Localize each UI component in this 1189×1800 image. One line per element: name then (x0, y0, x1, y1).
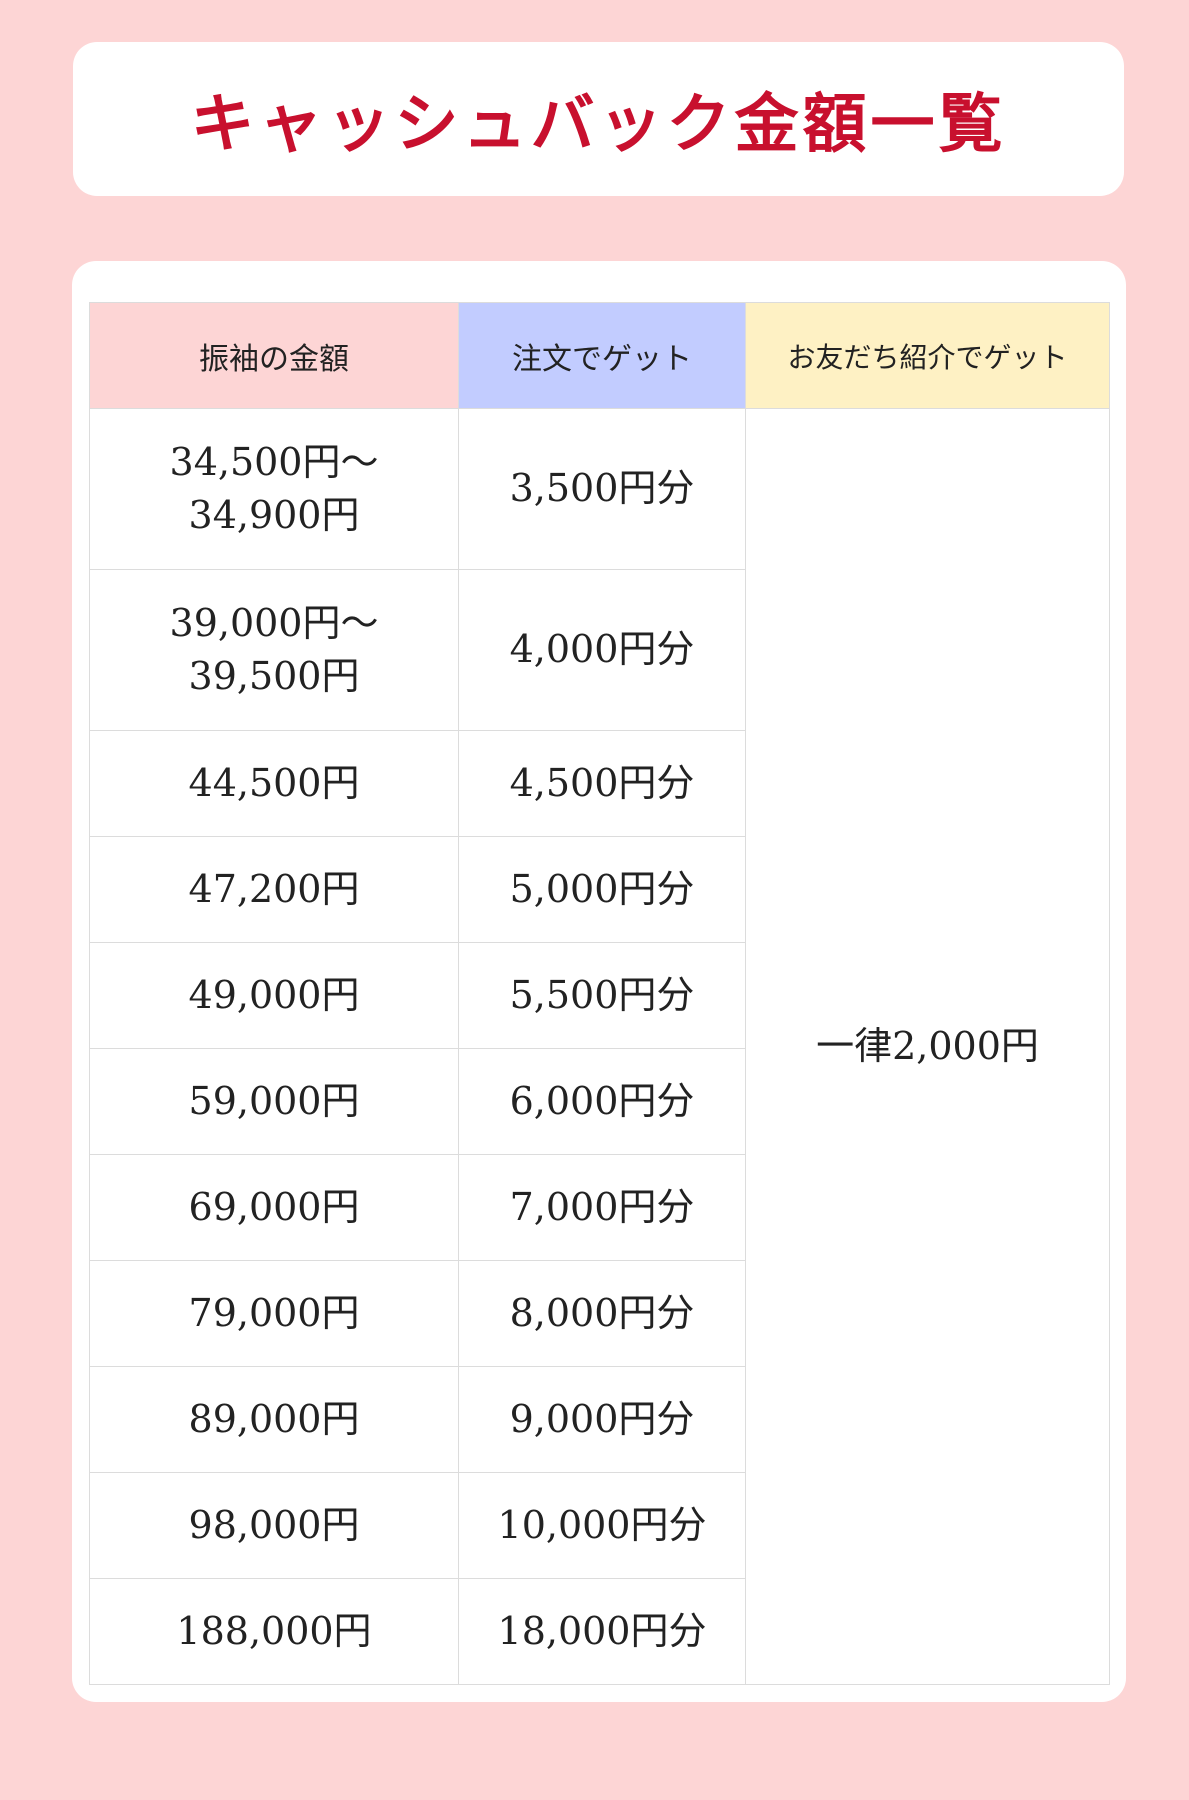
page-title: キャッシュバック金額一覧 (190, 87, 1007, 162)
price-line: 39,000円～ (169, 600, 379, 645)
table-header-row: 振袖の金額 注文でゲット お友だち紹介でゲット (89, 302, 1110, 409)
table-card: 振袖の金額 注文でゲット お友だち紹介でゲット 34,500円～ 34,900円 … (72, 261, 1126, 1702)
table-row: 47,200円 5,000円分 (89, 836, 1110, 943)
referral-cell: 一律2,000円 (745, 408, 1110, 1685)
price-cell: 39,000円～ 39,500円 (89, 569, 459, 731)
price-line: 34,900円 (188, 493, 360, 537)
table-row: 79,000円 8,000円分 (89, 1260, 1110, 1367)
cashback-cell: 6,000円分 (458, 1048, 746, 1155)
price-cell: 188,000円 (89, 1578, 459, 1685)
price-cell: 59,000円 (89, 1048, 459, 1155)
price-cell: 34,500円～ 34,900円 (89, 408, 459, 570)
cashback-cell: 18,000円分 (458, 1578, 746, 1685)
header-order-cashback: 注文でゲット (458, 302, 746, 409)
cashback-cell: 7,000円分 (458, 1154, 746, 1261)
price-cell: 98,000円 (89, 1472, 459, 1579)
cashback-cell: 4,500円分 (458, 730, 746, 837)
table-row: 69,000円 7,000円分 (89, 1154, 1110, 1261)
price-line: 34,500円～ (169, 439, 379, 484)
table-row: 89,000円 9,000円分 (89, 1366, 1110, 1473)
price-cell: 79,000円 (89, 1260, 459, 1367)
cashback-cell: 9,000円分 (458, 1366, 746, 1473)
cashback-cell: 3,500円分 (458, 408, 746, 570)
table-row: 49,000円 5,500円分 (89, 942, 1110, 1049)
table-row: 59,000円 6,000円分 (89, 1048, 1110, 1155)
cashback-cell: 4,000円分 (458, 569, 746, 731)
title-card: キャッシュバック金額一覧 (73, 42, 1124, 196)
price-line: 39,500円 (188, 654, 360, 698)
price-cell: 47,200円 (89, 836, 459, 943)
header-referral-cashback: お友だち紹介でゲット (745, 302, 1110, 409)
table-row: 44,500円 4,500円分 (89, 730, 1110, 837)
cashback-cell: 10,000円分 (458, 1472, 746, 1579)
cashback-cell: 5,500円分 (458, 942, 746, 1049)
price-cell: 89,000円 (89, 1366, 459, 1473)
price-cell: 49,000円 (89, 942, 459, 1049)
price-cell: 69,000円 (89, 1154, 459, 1261)
cashback-cell: 8,000円分 (458, 1260, 746, 1367)
cashback-table: 振袖の金額 注文でゲット お友だち紹介でゲット 34,500円～ 34,900円 … (89, 302, 1110, 1685)
table-row: 188,000円 18,000円分 (89, 1578, 1110, 1685)
table-row: 34,500円～ 34,900円 3,500円分 一律2,000円 (89, 408, 1110, 1685)
header-kimono-price: 振袖の金額 (89, 302, 459, 409)
cashback-cell: 5,000円分 (458, 836, 746, 943)
price-cell: 44,500円 (89, 730, 459, 837)
table-row: 98,000円 10,000円分 (89, 1472, 1110, 1579)
